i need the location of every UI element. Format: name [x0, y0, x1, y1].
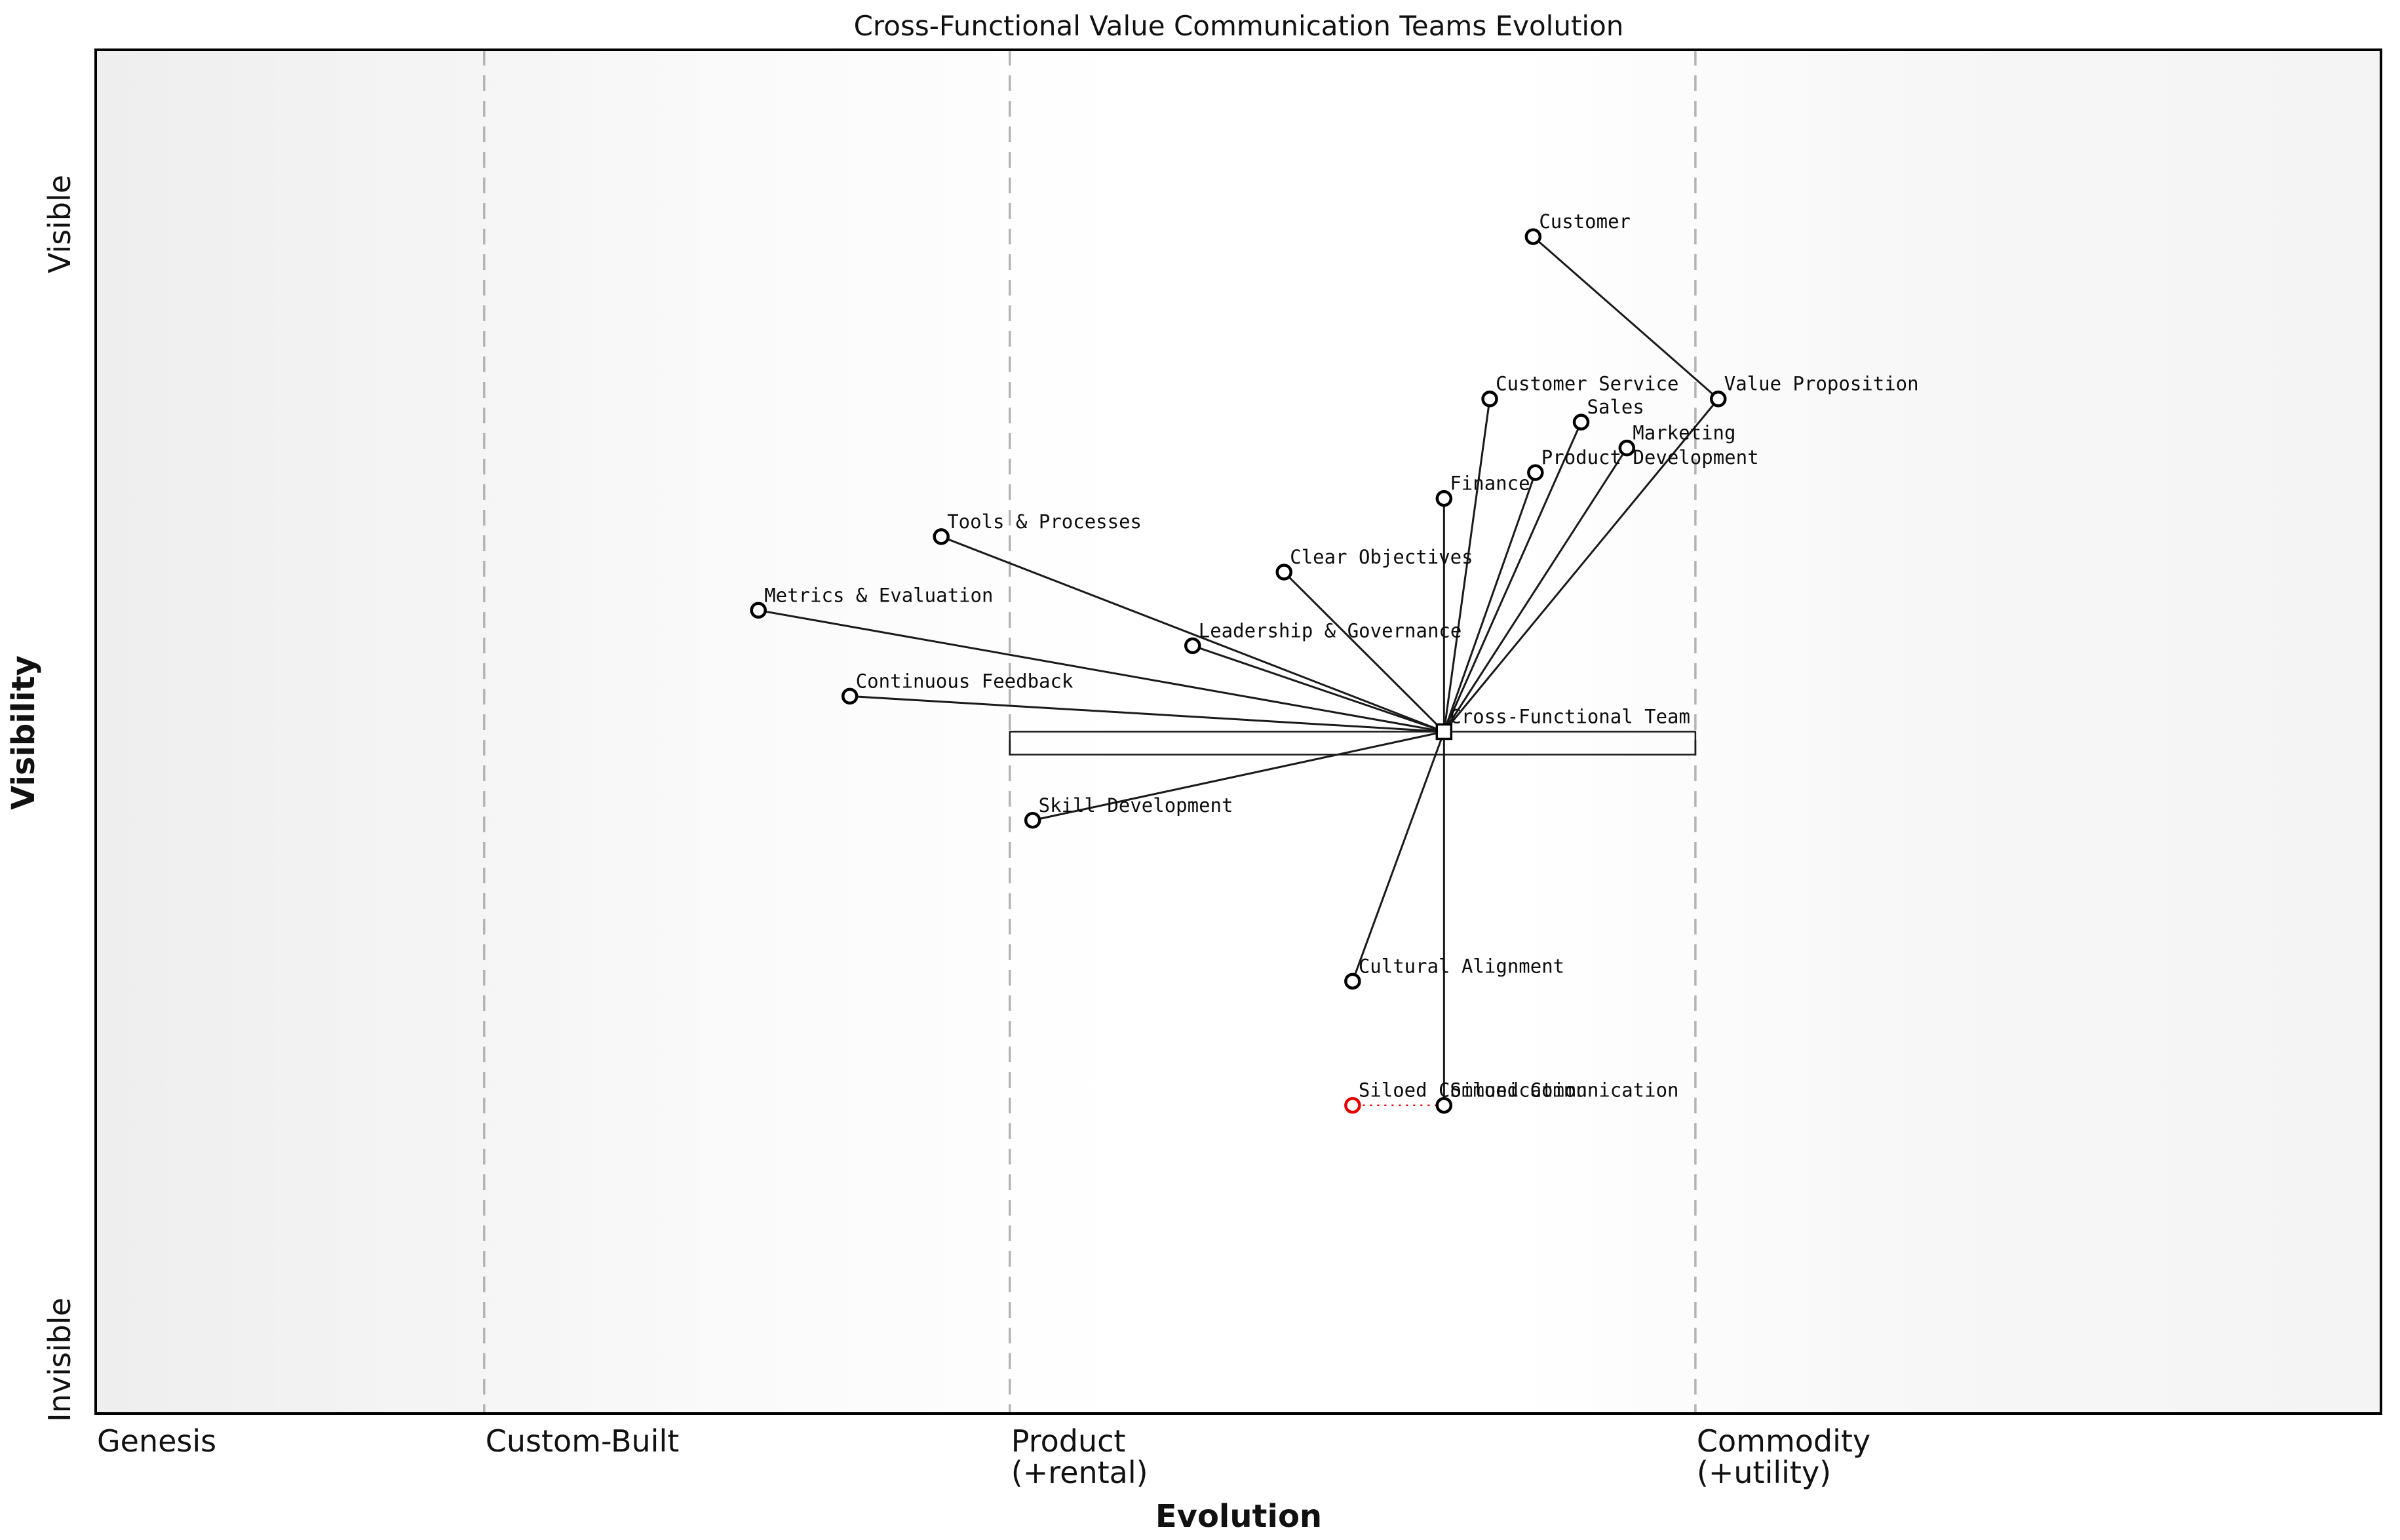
- edge-sales--cross_functional_team: [1442, 421, 1582, 733]
- node-clear_objectives[interactable]: [1275, 564, 1292, 581]
- node-label-marketing: Marketing: [1633, 422, 1735, 444]
- node-layer: [750, 228, 1727, 1114]
- edge-metrics_evaluation--cross_functional_team: [758, 609, 1444, 733]
- edge-marketing--cross_functional_team: [1443, 447, 1628, 733]
- node-cross_functional_team[interactable]: [1435, 723, 1453, 741]
- node-customer_service[interactable]: [1481, 390, 1498, 408]
- node-siloed_communication[interactable]: [1435, 1096, 1453, 1114]
- edge-continuous_feedback--cross_functional_team: [849, 695, 1444, 733]
- node-label-layer: Customer Value Proposition Customer Servic…: [764, 210, 1918, 1102]
- edge-clear_objectives--cross_functional_team: [1283, 571, 1445, 733]
- node-label-clear_objectives: Clear Objectives: [1290, 546, 1473, 568]
- edge-product_development--cross_functional_team: [1442, 472, 1537, 732]
- node-tools_processes[interactable]: [933, 528, 950, 545]
- node-product_development[interactable]: [1527, 464, 1544, 481]
- node-label-product_development: Product Development: [1541, 446, 1759, 469]
- edge-value_proposition--cross_functional_team: [1443, 398, 1719, 733]
- edge-leadership_governance--cross_functional_team: [1192, 644, 1444, 733]
- node-leadership_governance[interactable]: [1184, 637, 1201, 655]
- y-axis-title: Visibility: [5, 655, 42, 810]
- node-label-value_proposition: Value Proposition: [1724, 373, 1919, 395]
- x-tick-3-sub: (+utility): [1697, 1455, 1831, 1490]
- node-label-leadership_governance: Leadership & Governance: [1199, 619, 1462, 642]
- node-label-customer: Customer: [1539, 210, 1631, 233]
- plot-frame: [94, 48, 2382, 1415]
- edge-tools_processes--cross_functional_team: [940, 535, 1444, 733]
- node-label-continuous_feedback: Continuous Feedback: [856, 670, 1074, 692]
- node-customer[interactable]: [1524, 228, 1542, 245]
- node-label-siloed_communication: Siloed Communication: [1450, 1079, 1678, 1102]
- node-label-siloed_communication_evolved: Siloed Communication: [1359, 1079, 1587, 1102]
- x-tick-0: Genesis: [97, 1423, 216, 1459]
- edge-customer--value_proposition: [1532, 235, 1719, 400]
- edge-customer_service--cross_functional_team: [1442, 398, 1491, 732]
- node-label-cross_functional_team: Cross-Functional Team: [1450, 706, 1690, 728]
- edge-cultural_alignment--cross_functional_team: [1351, 731, 1445, 982]
- x-tick-2: Product: [1011, 1423, 1126, 1459]
- x-axis-title: Evolution: [1155, 1498, 1322, 1535]
- x-tick-3: Commodity: [1697, 1423, 1870, 1459]
- node-label-skill_development: Skill Development: [1039, 794, 1233, 817]
- x-tick-1: Custom-Built: [486, 1423, 680, 1459]
- node-cultural_alignment[interactable]: [1344, 972, 1361, 990]
- edge-skill_development--cross_functional_team: [1032, 731, 1444, 822]
- node-siloed_communication_evolved[interactable]: [1344, 1096, 1361, 1114]
- pipeline-layer: [1009, 731, 1697, 756]
- node-marketing[interactable]: [1618, 439, 1636, 457]
- node-metrics_evaluation[interactable]: [750, 602, 767, 619]
- node-value_proposition[interactable]: [1710, 390, 1727, 408]
- edge-layer: [758, 235, 1719, 1106]
- x-tick-labels: Genesis Custom-Built Product(+rental) Commo…: [97, 1423, 1870, 1490]
- node-label-finance: Finance: [1450, 472, 1530, 495]
- y-axis-bottom-label: Invisible: [42, 1298, 77, 1422]
- x-tick-2-sub: (+rental): [1011, 1455, 1148, 1490]
- node-label-tools_processes: Tools & Processes: [947, 510, 1142, 533]
- node-label-customer_service: Customer Service: [1496, 373, 1678, 395]
- node-label-cultural_alignment: Cultural Alignment: [1359, 955, 1564, 977]
- node-sales[interactable]: [1572, 414, 1590, 431]
- node-finance[interactable]: [1435, 490, 1453, 507]
- node-continuous_feedback[interactable]: [841, 687, 859, 705]
- node-skill_development[interactable]: [1024, 812, 1041, 829]
- pipeline-cross_functional_team: [1009, 731, 1697, 756]
- evolution-boundaries: [483, 50, 1697, 1414]
- y-axis-top-label: Visible: [42, 175, 77, 273]
- node-label-sales: Sales: [1587, 396, 1644, 418]
- node-label-metrics_evaluation: Metrics & Evaluation: [764, 584, 993, 606]
- chart-title: Cross-Functional Value Communication Tea…: [854, 10, 1624, 42]
